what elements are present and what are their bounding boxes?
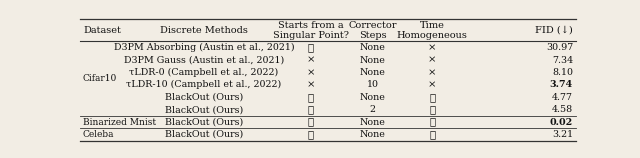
Text: 7.34: 7.34: [552, 56, 573, 65]
Text: 2: 2: [370, 105, 376, 114]
Text: 3.74: 3.74: [550, 80, 573, 89]
Text: Binarized Mnist: Binarized Mnist: [83, 118, 156, 127]
Text: None: None: [360, 130, 385, 139]
Text: 8.10: 8.10: [552, 68, 573, 77]
Text: ✓: ✓: [429, 130, 435, 139]
Text: ×: ×: [307, 68, 315, 77]
Text: 10: 10: [367, 80, 379, 89]
Text: 0.02: 0.02: [550, 118, 573, 127]
Text: ×: ×: [307, 56, 315, 65]
Text: 30.97: 30.97: [546, 43, 573, 52]
Text: D3PM Absorbing (Austin et al., 2021): D3PM Absorbing (Austin et al., 2021): [114, 43, 294, 52]
Text: Cifar10: Cifar10: [83, 74, 117, 83]
Text: Time
Homogeneous: Time Homogeneous: [397, 21, 468, 40]
Text: ✓: ✓: [429, 93, 435, 102]
Text: ✓: ✓: [308, 43, 314, 52]
Text: 4.58: 4.58: [552, 105, 573, 114]
Text: τLDR-0 (Campbell et al., 2022): τLDR-0 (Campbell et al., 2022): [129, 68, 278, 77]
Text: ✓: ✓: [308, 93, 314, 102]
Text: None: None: [360, 93, 385, 102]
Text: FID (↓): FID (↓): [535, 26, 573, 35]
Text: Discrete Methods: Discrete Methods: [160, 26, 248, 35]
Text: ×: ×: [428, 43, 436, 52]
Text: ✓: ✓: [308, 130, 314, 139]
Text: BlackOut (Ours): BlackOut (Ours): [165, 105, 243, 114]
Text: ✓: ✓: [308, 105, 314, 114]
Text: Starts from a
Singular Point?: Starts from a Singular Point?: [273, 21, 349, 40]
Text: Celeba: Celeba: [83, 130, 115, 139]
Text: ×: ×: [428, 80, 436, 89]
Text: Corrector
Steps: Corrector Steps: [348, 21, 397, 40]
Text: ×: ×: [428, 56, 436, 65]
Text: ×: ×: [307, 80, 315, 89]
Text: D3PM Gauss (Austin et al., 2021): D3PM Gauss (Austin et al., 2021): [124, 56, 284, 65]
Text: None: None: [360, 118, 385, 127]
Text: 4.77: 4.77: [552, 93, 573, 102]
Text: BlackOut (Ours): BlackOut (Ours): [165, 93, 243, 102]
Text: BlackOut (Ours): BlackOut (Ours): [165, 130, 243, 139]
Text: None: None: [360, 56, 385, 65]
Text: ×: ×: [428, 68, 436, 77]
Text: ✓: ✓: [429, 105, 435, 114]
Text: BlackOut (Ours): BlackOut (Ours): [165, 118, 243, 127]
Text: None: None: [360, 68, 385, 77]
Text: None: None: [360, 43, 385, 52]
Text: ✓: ✓: [308, 118, 314, 127]
Text: 3.21: 3.21: [552, 130, 573, 139]
Text: τLDR-10 (Campbell et al., 2022): τLDR-10 (Campbell et al., 2022): [126, 80, 282, 89]
Text: ✓: ✓: [429, 118, 435, 127]
Text: Dataset: Dataset: [83, 26, 121, 35]
